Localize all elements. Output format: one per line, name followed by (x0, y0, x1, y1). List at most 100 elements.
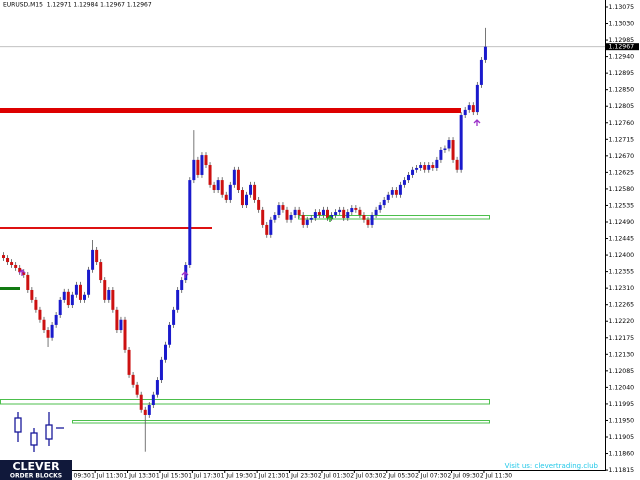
candle-body-down (451, 140, 455, 160)
x-tick-label: 1 Jul 17:30 (188, 473, 220, 480)
candle-body-up (232, 169, 236, 185)
candle-body-up (467, 105, 471, 110)
candle-body-up (164, 344, 167, 360)
candle-body-down (111, 289, 115, 310)
candle-body-up (415, 167, 419, 170)
candle-body-up (147, 405, 151, 415)
candle-body-down (18, 267, 22, 272)
x-tick-label: 2 Jul 11:30 (480, 473, 512, 480)
x-tick-label: 1 Jul 11:30 (91, 473, 123, 480)
candle-body-up (50, 324, 54, 338)
y-tick-label: 1.12400 (609, 252, 635, 259)
candle-body-up (386, 194, 390, 200)
y-tick-label: 1.12715 (609, 136, 635, 143)
bid-label-box (606, 43, 639, 51)
candle-body-down (224, 194, 228, 200)
candle-body-down (14, 264, 18, 268)
y-tick-label: 1.12760 (609, 120, 635, 127)
candle-body-down (34, 299, 38, 310)
candle-body-down (431, 165, 435, 168)
y-tick-label: 1.12310 (609, 285, 635, 292)
x-tick-label: 2 Jul 05:30 (383, 473, 415, 480)
candle-body-up (245, 194, 248, 206)
candle-body-up (277, 205, 281, 216)
candle-body-down (358, 209, 362, 216)
y-tick-label: 1.13075 (609, 4, 635, 11)
logo-box (0, 460, 72, 480)
candle-body-up (479, 59, 483, 85)
candle-body-up (188, 180, 192, 265)
y-tick-label: 1.12040 (609, 384, 635, 391)
candle-body-down (6, 258, 10, 263)
candle-body-down (342, 209, 346, 218)
y-tick-label: 1.12445 (609, 236, 635, 243)
logo-subtitle: ORDER BLOCKS (10, 473, 62, 480)
candle-body-up (443, 148, 447, 150)
y-tick-label: 1.12175 (609, 335, 635, 342)
candle-body-down (455, 159, 459, 170)
candle-body-up (192, 159, 196, 181)
logo-title: CLEVER (12, 460, 60, 473)
candle-body-up (83, 294, 86, 300)
candle-body-up (338, 209, 342, 213)
candle-body-up (273, 215, 277, 220)
y-tick-label: 1.12535 (609, 202, 635, 209)
candle-body-down (208, 165, 212, 185)
candle-body-up (155, 380, 159, 395)
candle-body-down (297, 209, 301, 216)
candle-body-down (10, 262, 14, 265)
candle-body-up (58, 299, 62, 315)
demand-zone (0, 399, 490, 405)
bid-label: 1.12967 (609, 44, 635, 51)
candle-body-up (459, 115, 463, 170)
candle-body-up (330, 215, 334, 218)
candle-body-up (180, 280, 184, 290)
candle-body-up (172, 309, 176, 325)
candle-body-down (261, 209, 265, 225)
y-tick-label: 1.12850 (609, 87, 635, 94)
candle-body-up (398, 184, 402, 195)
candle-body-up (350, 208, 354, 213)
y-tick-label: 1.12895 (609, 70, 635, 77)
signals (18, 119, 481, 278)
candle-body-up (370, 215, 374, 225)
y-tick-label: 1.11950 (609, 417, 635, 424)
y-tick-label: 1.11860 (609, 451, 635, 458)
candle-body-up (176, 289, 180, 310)
candle-body-down (471, 105, 475, 113)
candle-body-down (78, 284, 82, 300)
candle-body-down (265, 224, 269, 235)
x-tick-label: 1 Jul 19:30 (221, 473, 253, 480)
candle-body-down (317, 212, 321, 216)
candle-body-up (411, 169, 415, 175)
candle-body-up (346, 212, 350, 218)
y-tick-label: 1.12625 (609, 169, 635, 176)
candle-body-up (407, 174, 410, 181)
candle-body-down (99, 262, 103, 281)
candle-body-down (103, 280, 107, 300)
candle-body-down (257, 199, 261, 210)
candle-body-down (26, 274, 30, 290)
candle-body-up (269, 219, 273, 235)
candle-body-down (30, 289, 34, 300)
y-tick-label: 1.12580 (609, 186, 635, 193)
candle-body-down (253, 184, 257, 200)
candle-body-down (354, 208, 358, 210)
candle-body-down (115, 309, 119, 331)
candle-body-down (285, 209, 289, 220)
candle-body-down (127, 349, 131, 375)
site-link: Visit us: clevertrading.club (505, 462, 599, 470)
candle-body-down (301, 215, 305, 225)
chart-header: EURUSD,M15 1.12971 1.12984 1.12967 1.129… (3, 2, 152, 9)
y-tick-label: 1.11995 (609, 401, 635, 408)
y-tick-label: 1.12355 (609, 269, 635, 276)
signal-arrow (473, 119, 481, 126)
candle-body-up (289, 215, 293, 220)
x-tick-label: 2 Jul 01:30 (318, 473, 350, 480)
candle-body-up (374, 209, 378, 216)
candle-body-up (151, 394, 155, 406)
candle-body-up (419, 165, 423, 168)
